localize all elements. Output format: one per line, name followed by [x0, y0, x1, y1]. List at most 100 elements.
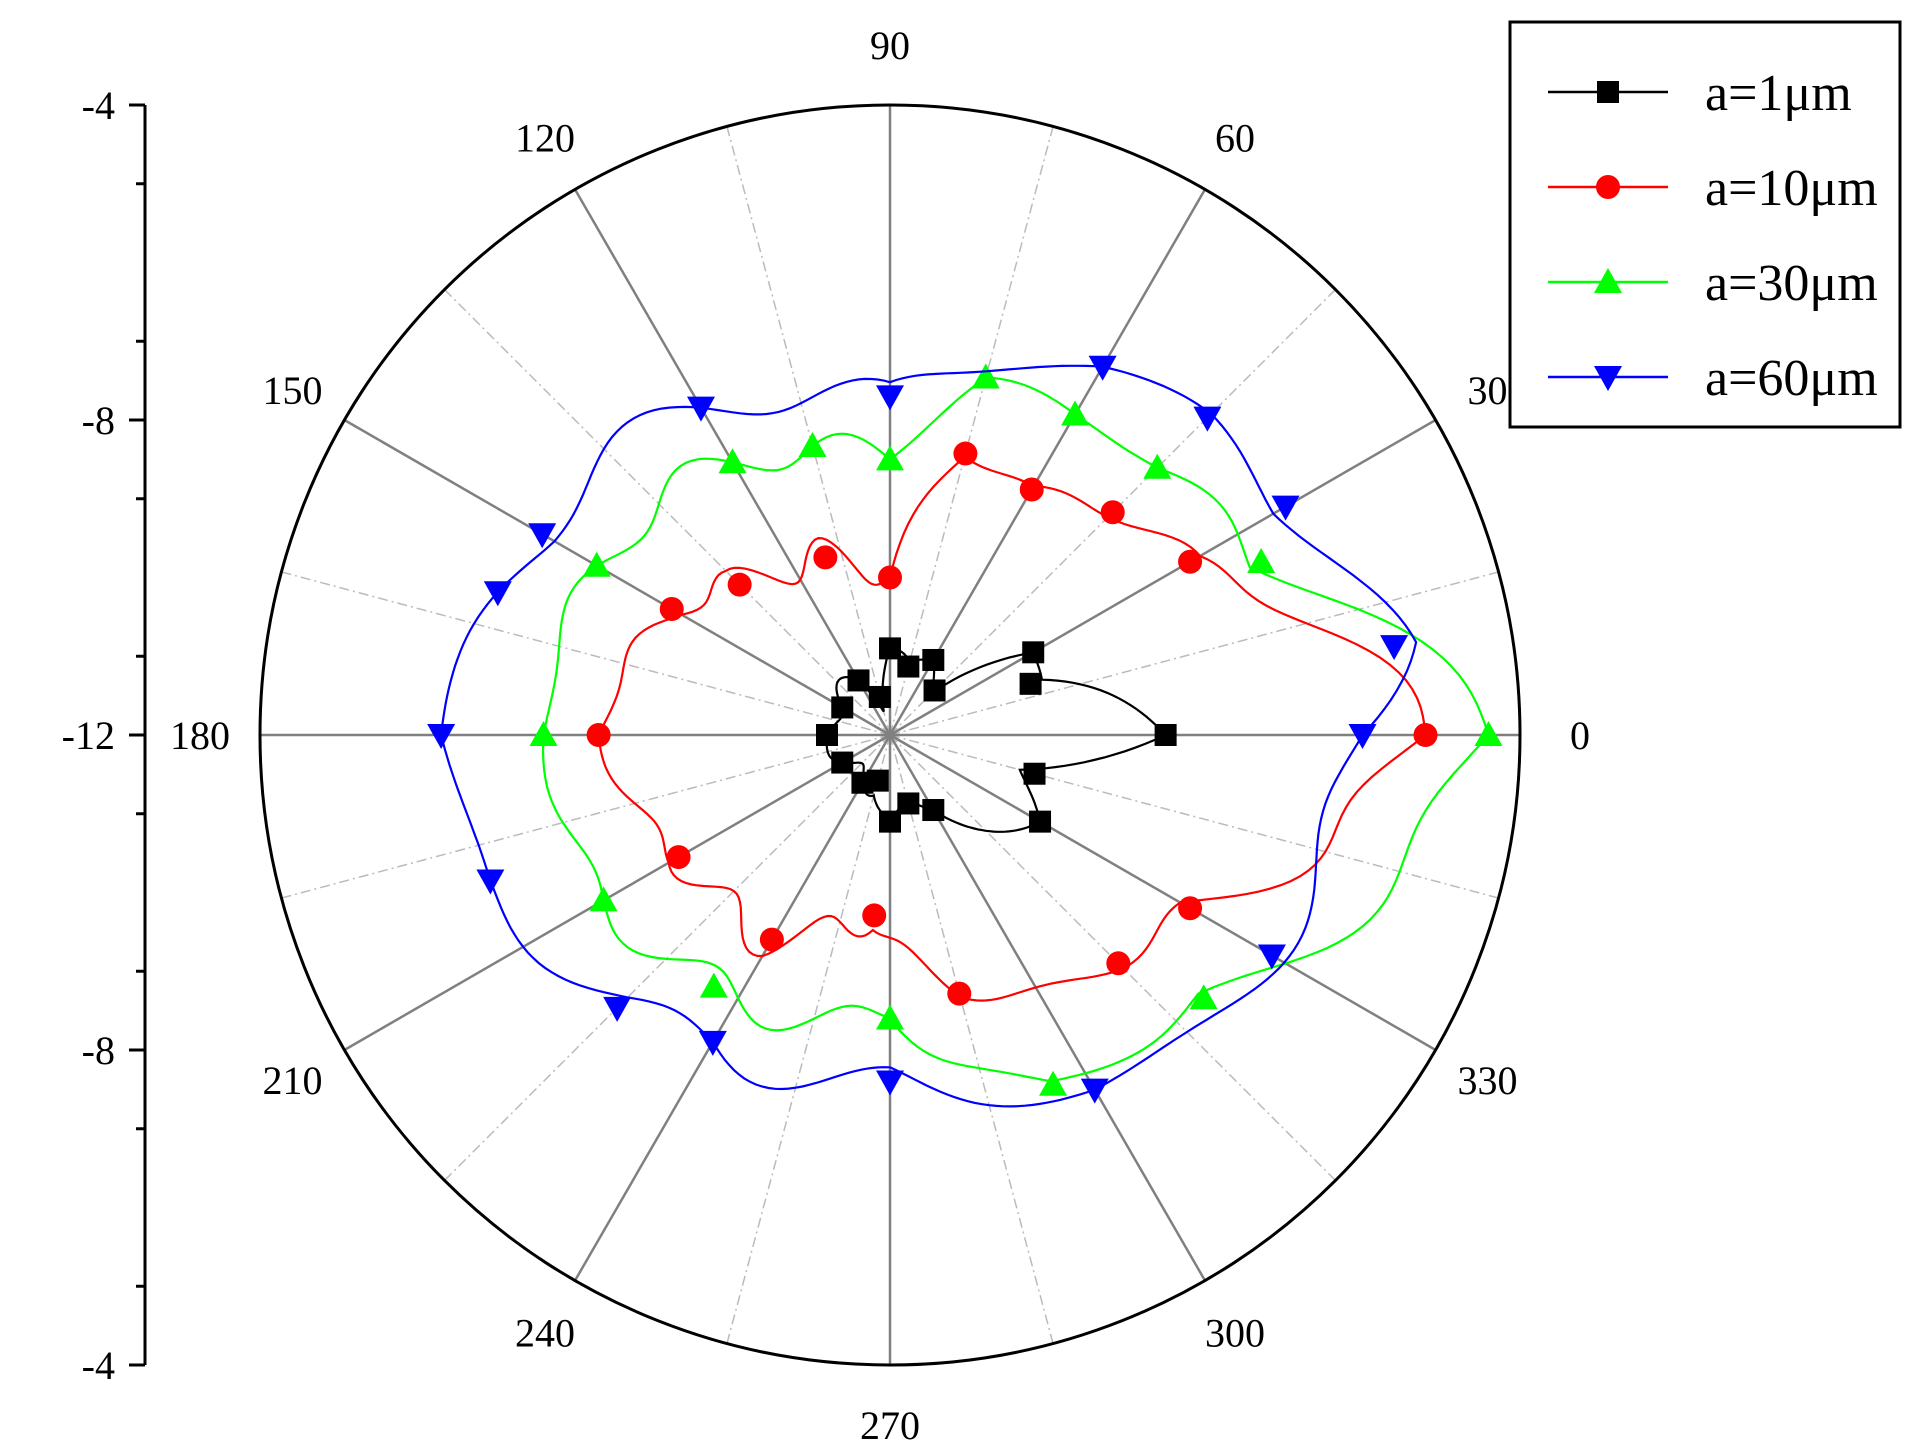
- marker-circle: [1100, 500, 1125, 525]
- legend-box: [1508, 20, 1902, 429]
- marker-circle: [727, 572, 752, 597]
- legend-label: a=10μm: [1705, 160, 1878, 217]
- marker-circle: [659, 597, 684, 621]
- radial-tick-label: -12: [62, 713, 115, 758]
- marker-circle: [1596, 175, 1620, 199]
- angular-tick-labels: 0 30 60 90 120 150 180 210 240 270 300 330: [170, 23, 1590, 1448]
- marker-triangle-down: [698, 1030, 727, 1056]
- marker-triangle-down: [1257, 944, 1286, 970]
- minor-spoke: [281, 734, 891, 899]
- outer-circle: [258, 103, 1522, 1367]
- major-spoke: [888, 734, 1207, 1282]
- radial-tick-label: -4: [82, 83, 115, 128]
- marker-triangle-down: [1088, 355, 1117, 381]
- marker-circle: [878, 565, 902, 590]
- radial-tick-label: -8: [82, 1028, 115, 1073]
- minor-spoke: [281, 571, 891, 736]
- marker-square: [1154, 724, 1177, 746]
- marker-triangle-down: [876, 385, 904, 411]
- marker-triangle-up: [1143, 453, 1172, 479]
- marker-triangle-down: [1348, 724, 1377, 749]
- marker-square: [879, 810, 901, 833]
- angle-label: 300: [1205, 1311, 1265, 1356]
- major-spoke: [889, 418, 1437, 737]
- marker-square: [879, 637, 901, 660]
- series-line: [542, 376, 1490, 1083]
- angle-label: 0: [1570, 713, 1590, 758]
- marker-triangle-up: [876, 445, 904, 471]
- marker-square: [922, 648, 945, 671]
- marker-triangle-down: [1380, 635, 1409, 661]
- marker-square: [847, 669, 870, 692]
- marker-triangle-down: [476, 869, 505, 895]
- marker-square: [866, 769, 889, 792]
- minor-spoke: [889, 571, 1499, 736]
- angle-label: 270: [860, 1403, 920, 1448]
- radial-axis: -4 -8 -12 -8 -4: [62, 83, 147, 1388]
- minor-spoke: [889, 734, 1499, 899]
- angle-label: 90: [870, 23, 910, 68]
- marker-circle: [1178, 896, 1203, 921]
- minor-spoke: [726, 734, 891, 1344]
- series-3: [427, 355, 1418, 1108]
- marker-square: [831, 751, 854, 774]
- series-0: [816, 637, 1177, 833]
- marker-triangle-up: [1247, 547, 1276, 573]
- marker-triangle-down: [1193, 406, 1222, 432]
- legend-label: a=60μm: [1705, 350, 1878, 407]
- marker-circle: [666, 845, 691, 870]
- marker-circle: [862, 903, 887, 928]
- marker-triangle-down: [876, 1070, 904, 1096]
- marker-square: [922, 799, 945, 822]
- angle-label: 30: [1468, 368, 1508, 413]
- angle-label: 60: [1215, 115, 1255, 160]
- marker-triangle-down: [427, 724, 456, 749]
- series-line: [825, 647, 1168, 833]
- marker-triangle-down: [483, 581, 512, 607]
- major-spoke: [573, 734, 892, 1282]
- major-spoke: [889, 733, 1437, 1052]
- marker-triangle-up: [718, 448, 747, 474]
- marker-triangle-down: [528, 523, 557, 549]
- marker-triangle-down: [603, 996, 632, 1022]
- marker-circle: [813, 545, 838, 570]
- legend-label: a=30μm: [1705, 255, 1878, 312]
- marker-square: [1023, 762, 1046, 785]
- radial-tick-label: -8: [82, 398, 115, 443]
- angle-label: 210: [262, 1058, 322, 1103]
- angle-label: 330: [1458, 1058, 1518, 1103]
- marker-circle: [1019, 477, 1044, 502]
- marker-square: [868, 685, 891, 708]
- marker-triangle-down: [1271, 495, 1300, 521]
- marker-square: [923, 679, 946, 702]
- marker-circle: [1413, 723, 1438, 747]
- marker-triangle-up: [1594, 268, 1622, 293]
- marker-circle: [1106, 951, 1131, 976]
- marker-circle: [947, 981, 972, 1006]
- marker-square: [831, 696, 854, 719]
- marker-square: [1029, 810, 1052, 833]
- marker-triangle-up: [971, 363, 1000, 389]
- marker-triangle-up: [529, 721, 558, 746]
- marker-triangle-up: [1189, 984, 1218, 1010]
- polar-grid: [258, 103, 1522, 1367]
- marker-triangle-up: [1061, 400, 1090, 426]
- minor-spoke: [726, 126, 891, 736]
- major-spoke: [343, 418, 891, 737]
- angle-label: 180: [170, 713, 230, 758]
- series-1: [586, 441, 1438, 1006]
- marker-triangle-up: [1474, 721, 1503, 746]
- marker-square: [1019, 672, 1042, 695]
- major-spoke: [343, 733, 891, 1052]
- marker-triangle-up: [798, 431, 827, 457]
- angle-label: 150: [262, 368, 322, 413]
- minor-spoke: [889, 126, 1054, 736]
- angle-label: 240: [515, 1311, 575, 1356]
- series-layer: [427, 355, 1503, 1108]
- marker-square: [1022, 641, 1045, 664]
- legend-label: a=1μm: [1705, 65, 1852, 122]
- marker-triangle-up: [1039, 1070, 1068, 1096]
- marker-triangle-down: [1080, 1078, 1109, 1104]
- marker-triangle-up: [876, 1004, 904, 1030]
